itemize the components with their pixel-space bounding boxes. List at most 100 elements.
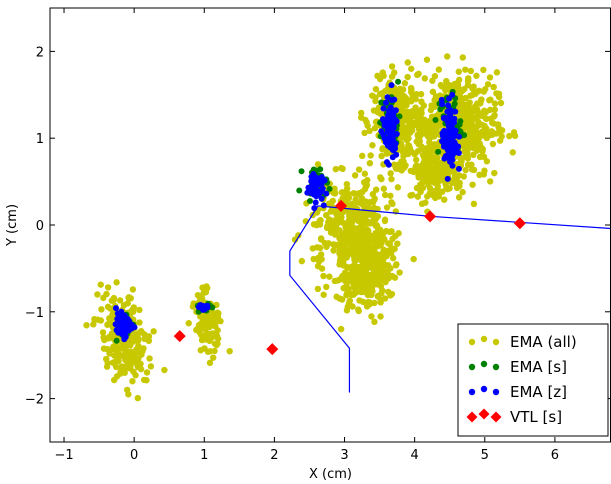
data-point xyxy=(354,225,361,232)
data-point xyxy=(427,106,435,114)
data-point xyxy=(410,255,417,263)
data-point xyxy=(384,142,391,149)
legend-entry-ema-z: EMA [z] xyxy=(468,383,567,401)
data-point xyxy=(369,142,376,149)
x-tick-label: −1 xyxy=(54,448,73,463)
data-point xyxy=(484,81,492,88)
data-point xyxy=(395,161,402,168)
data-point xyxy=(355,280,362,287)
data-point xyxy=(468,166,476,173)
data-point xyxy=(415,70,422,78)
data-point xyxy=(316,221,324,228)
data-point xyxy=(470,200,478,208)
data-point xyxy=(417,131,424,139)
data-point xyxy=(479,145,487,153)
data-point xyxy=(298,168,305,175)
legend: EMA (all) EMA [s] EMA [z] VTL [s] xyxy=(457,323,609,437)
data-point xyxy=(462,66,469,73)
data-point xyxy=(104,284,112,291)
data-point xyxy=(121,365,128,373)
data-point xyxy=(444,175,451,182)
data-point xyxy=(444,185,451,193)
data-point xyxy=(417,90,425,98)
data-point xyxy=(379,232,386,240)
x-tick-label: 5 xyxy=(481,448,489,463)
data-point xyxy=(314,188,321,195)
data-point xyxy=(388,228,395,235)
data-point xyxy=(326,218,333,226)
data-point xyxy=(490,83,497,91)
data-point xyxy=(476,153,484,161)
data-point xyxy=(481,167,488,174)
data-point xyxy=(306,198,313,205)
data-point xyxy=(121,314,128,321)
data-point xyxy=(371,278,379,286)
data-point xyxy=(308,178,315,185)
data-point xyxy=(212,313,219,320)
data-point xyxy=(143,369,151,376)
data-point xyxy=(366,127,373,135)
legend-marker xyxy=(480,335,488,343)
data-point xyxy=(129,286,137,293)
data-point xyxy=(143,377,150,384)
data-point xyxy=(112,305,119,312)
data-point xyxy=(199,320,206,327)
data-point xyxy=(372,85,380,93)
data-point xyxy=(346,297,354,304)
data-point xyxy=(354,248,361,256)
data-point xyxy=(125,294,132,301)
data-point xyxy=(384,94,391,101)
data-point xyxy=(380,105,387,112)
data-point xyxy=(424,120,431,127)
data-point xyxy=(377,313,384,320)
data-point xyxy=(138,327,145,335)
y-tick-label: 0 xyxy=(36,219,44,234)
data-point xyxy=(350,190,357,197)
data-point xyxy=(121,336,128,343)
data-point xyxy=(429,88,437,95)
data-point xyxy=(389,200,396,208)
data-point xyxy=(444,53,451,60)
data-point xyxy=(467,110,475,118)
data-point xyxy=(446,134,453,141)
data-point xyxy=(344,190,351,197)
data-point xyxy=(480,66,487,74)
data-point xyxy=(330,241,337,248)
data-point xyxy=(453,184,461,192)
data-point xyxy=(217,317,224,325)
data-point xyxy=(116,297,124,304)
data-point xyxy=(383,204,391,211)
data-point xyxy=(349,202,356,209)
data-point xyxy=(323,211,330,219)
data-point xyxy=(197,347,204,354)
data-point xyxy=(476,171,483,179)
data-point xyxy=(380,185,388,192)
data-point xyxy=(400,152,407,160)
data-point xyxy=(419,151,427,159)
data-point xyxy=(418,106,425,113)
data-point xyxy=(358,109,365,117)
data-point xyxy=(199,284,206,291)
data-point xyxy=(129,338,137,345)
data-point xyxy=(374,205,381,213)
data-point xyxy=(436,177,444,184)
data-point xyxy=(437,106,444,113)
data-point xyxy=(457,118,464,125)
data-point xyxy=(459,54,466,61)
data-point xyxy=(98,306,105,313)
data-point xyxy=(317,251,325,258)
data-point xyxy=(364,220,371,227)
data-point xyxy=(120,322,127,329)
data-point xyxy=(329,197,337,205)
data-point xyxy=(403,102,410,109)
data-point xyxy=(318,265,326,272)
data-point xyxy=(472,127,480,135)
y-tick-label: −2 xyxy=(25,393,44,408)
data-point xyxy=(441,196,448,203)
data-point xyxy=(372,216,379,223)
data-point xyxy=(90,321,97,328)
data-point xyxy=(373,255,381,263)
data-point xyxy=(473,72,480,79)
legend-marker xyxy=(468,388,476,396)
data-point xyxy=(466,105,474,112)
